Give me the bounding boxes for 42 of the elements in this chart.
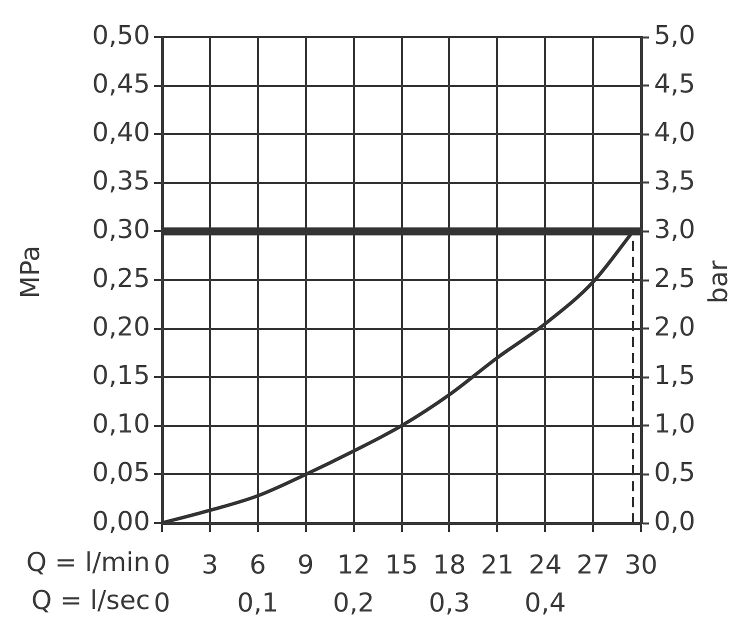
y2-tick-label: 2,5 xyxy=(654,264,696,294)
x-tick-label: 21 xyxy=(480,550,514,580)
y2-tick-label: 4,5 xyxy=(654,69,696,100)
y2-tick-label: 1,0 xyxy=(654,410,696,440)
x-tick-label: 30 xyxy=(624,550,658,580)
y-axis-title: MPa xyxy=(16,246,46,298)
y-tick-label: 0,40 xyxy=(92,118,150,148)
x2-tick-label: 0,4 xyxy=(524,588,566,618)
x-tick-label: 6 xyxy=(250,550,266,580)
x-tick-label: 27 xyxy=(576,550,610,580)
y2-tick-label: 5,0 xyxy=(654,20,696,51)
x-tick-label: 9 xyxy=(297,550,314,580)
y-tick-label: 0,10 xyxy=(92,410,150,440)
y-tick-label: 0,00 xyxy=(92,506,150,537)
x-axis-title: Q = l/min xyxy=(26,548,150,578)
x-tick-label: 3 xyxy=(202,550,218,580)
y2-tick-label: 4,0 xyxy=(654,118,696,148)
x2-tick-label: 0 xyxy=(154,588,170,618)
x2-tick-label: 0,1 xyxy=(237,588,278,618)
x-tick-label: 0 xyxy=(154,550,170,580)
y-tick-label: 0,35 xyxy=(92,166,150,197)
y-tick-label: 0,30 xyxy=(92,215,150,246)
x2-axis-title: Q = l/sec xyxy=(31,586,150,616)
y-tick-label: 0,25 xyxy=(92,264,150,294)
y-tick-label: 0,15 xyxy=(92,360,150,391)
x-tick-label: 18 xyxy=(432,550,466,580)
x-tick-label: 15 xyxy=(384,550,418,580)
y2-tick-label: 2,0 xyxy=(654,312,696,342)
y2-tick-label: 1,5 xyxy=(654,360,696,391)
x-tick-label: 24 xyxy=(528,550,562,580)
x2-tick-label: 0,3 xyxy=(428,588,470,618)
y-tick-label: 0,45 xyxy=(92,69,150,100)
y2-axis-title: bar xyxy=(704,260,734,304)
y2-tick-label: 0,0 xyxy=(654,506,696,537)
y-tick-label: 0,50 xyxy=(92,20,150,51)
y2-tick-label: 3,5 xyxy=(654,166,696,197)
x2-tick-label: 0,2 xyxy=(332,588,374,618)
x-tick-label: 12 xyxy=(337,550,370,580)
y2-tick-label: 0,5 xyxy=(654,458,696,488)
y-tick-label: 0,05 xyxy=(92,458,150,488)
y-tick-label: 0,20 xyxy=(92,312,150,342)
y2-tick-label: 3,0 xyxy=(654,215,696,246)
